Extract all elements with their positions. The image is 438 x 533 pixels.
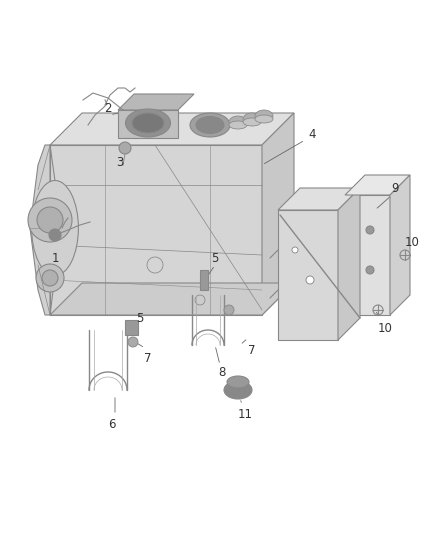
Ellipse shape xyxy=(229,116,247,128)
Circle shape xyxy=(306,276,314,284)
Text: 4: 4 xyxy=(308,128,316,141)
Polygon shape xyxy=(338,188,360,340)
Text: 7: 7 xyxy=(248,343,256,357)
Ellipse shape xyxy=(243,118,261,126)
Ellipse shape xyxy=(224,381,252,399)
Circle shape xyxy=(49,229,61,241)
Text: 10: 10 xyxy=(378,321,392,335)
Polygon shape xyxy=(278,188,360,210)
Text: 5: 5 xyxy=(211,252,219,264)
Circle shape xyxy=(366,266,374,274)
Text: 10: 10 xyxy=(405,236,420,248)
Circle shape xyxy=(366,226,374,234)
Polygon shape xyxy=(345,175,410,195)
Polygon shape xyxy=(278,210,338,340)
Text: 1: 1 xyxy=(51,252,59,264)
Circle shape xyxy=(119,142,131,154)
Circle shape xyxy=(224,305,234,315)
Circle shape xyxy=(42,270,58,286)
Polygon shape xyxy=(118,94,194,110)
Polygon shape xyxy=(200,270,208,290)
Polygon shape xyxy=(30,145,50,315)
Ellipse shape xyxy=(132,113,164,133)
Polygon shape xyxy=(390,175,410,315)
Text: 9: 9 xyxy=(391,182,399,195)
Text: 6: 6 xyxy=(108,418,116,432)
Text: 7: 7 xyxy=(144,351,152,365)
Circle shape xyxy=(28,198,72,242)
Ellipse shape xyxy=(229,121,247,129)
Polygon shape xyxy=(50,113,294,145)
Polygon shape xyxy=(50,283,294,315)
Ellipse shape xyxy=(255,115,273,123)
Ellipse shape xyxy=(126,109,170,137)
Ellipse shape xyxy=(190,113,230,137)
Polygon shape xyxy=(118,110,178,138)
Polygon shape xyxy=(125,320,138,335)
Circle shape xyxy=(36,264,64,292)
Text: 2: 2 xyxy=(104,101,112,115)
Text: 5: 5 xyxy=(136,311,144,325)
Circle shape xyxy=(292,247,298,253)
Ellipse shape xyxy=(227,376,249,388)
Ellipse shape xyxy=(243,113,261,125)
Text: 8: 8 xyxy=(218,366,226,378)
Polygon shape xyxy=(50,145,262,315)
Polygon shape xyxy=(262,113,294,315)
Ellipse shape xyxy=(196,117,224,133)
Ellipse shape xyxy=(255,110,273,122)
Text: 11: 11 xyxy=(237,408,252,422)
Ellipse shape xyxy=(32,181,78,276)
Text: 3: 3 xyxy=(117,157,124,169)
Circle shape xyxy=(37,207,63,233)
Polygon shape xyxy=(345,195,390,315)
Circle shape xyxy=(128,337,138,347)
